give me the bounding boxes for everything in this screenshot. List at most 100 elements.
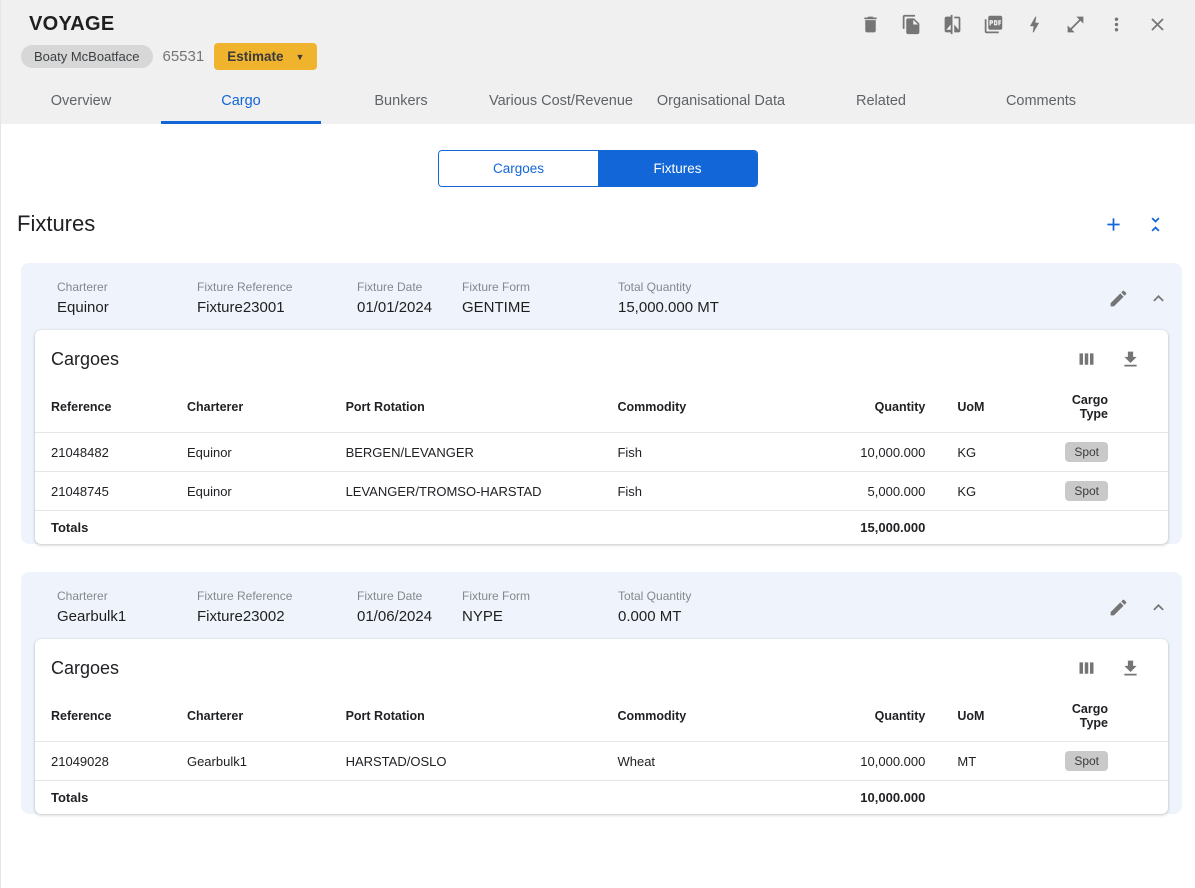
cell-charterer: Equinor — [170, 471, 330, 511]
fixture-card: Charterer Gearbulk1 Fixture Reference Fixt… — [21, 572, 1182, 814]
cargoes-table: Reference Charterer Port Rotation Commod… — [35, 690, 1168, 814]
cell-port-rotation: BERGEN/LEVANGER — [329, 432, 602, 472]
totals-quantity: 10,000.000 — [816, 780, 942, 814]
compare-icon[interactable] — [940, 12, 964, 36]
table-row[interactable]: 21048745 Equinor LEVANGER/TROMSO-HARSTAD… — [35, 471, 1168, 511]
col-cargo-type: Cargo Type — [1071, 702, 1108, 730]
cargo-type-badge: Spot — [1065, 442, 1108, 462]
col-quantity: Quantity — [874, 400, 926, 414]
charterer-value: Gearbulk1 — [57, 608, 127, 625]
vessel-badge: Boaty McBoatface — [21, 45, 153, 68]
col-reference: Reference — [51, 400, 112, 414]
fixture-form-label: Fixture Form — [462, 280, 531, 294]
edit-fixture-icon[interactable] — [1106, 286, 1130, 310]
cell-commodity: Fish — [601, 471, 817, 511]
fixture-card: Charterer Equinor Fixture Reference Fixtur… — [21, 263, 1182, 544]
cargoes-card-title: Cargoes — [51, 657, 120, 678]
totals-label: Totals — [35, 780, 171, 814]
fixture-reference-label: Fixture Reference — [197, 589, 293, 603]
page-title: VOYAGE — [29, 12, 115, 35]
total-quantity-value: 15,000.000 MT — [618, 299, 719, 316]
fixture-header: Charterer Equinor Fixture Reference Fixtur… — [21, 263, 1182, 330]
columns-icon[interactable] — [1074, 347, 1098, 371]
cell-quantity: 5,000.000 — [816, 471, 942, 511]
fixture-date-value: 01/01/2024 — [357, 299, 433, 316]
fixture-reference-value: Fixture23002 — [197, 608, 285, 625]
bolt-icon[interactable] — [1022, 12, 1046, 36]
cell-reference: 21048482 — [35, 432, 171, 472]
cargoes-fixtures-toggle: Cargoes Fixtures — [438, 150, 758, 187]
cell-uom: MT — [941, 741, 1032, 781]
totals-label: Totals — [35, 510, 171, 544]
col-port-rotation: Port Rotation — [345, 400, 425, 414]
tab-bunkers[interactable]: Bunkers — [374, 93, 428, 109]
tab-bar: Overview Cargo Bunkers Various Cost/Reve… — [1, 78, 1195, 124]
copy-icon[interactable] — [899, 12, 923, 36]
fixture-form-value: NYPE — [462, 608, 503, 625]
col-cargo-type: Cargo Type — [1071, 393, 1108, 421]
cell-reference: 21048745 — [35, 471, 171, 511]
fixture-reference-value: Fixture23001 — [197, 299, 285, 316]
more-vert-icon[interactable] — [1104, 12, 1128, 36]
fixture-form-label: Fixture Form — [462, 589, 531, 603]
charterer-label: Charterer — [57, 280, 108, 294]
tab-various-cost-revenue[interactable]: Various Cost/Revenue — [488, 93, 633, 109]
table-row[interactable]: 21049028 Gearbulk1 HARSTAD/OSLO Wheat 10… — [35, 741, 1168, 781]
cell-commodity: Wheat — [601, 741, 817, 781]
estimate-button[interactable]: Estimate ▼ — [214, 43, 318, 70]
collapse-all-icon[interactable] — [1143, 212, 1167, 236]
fixture-date-label: Fixture Date — [357, 589, 423, 603]
delete-icon[interactable] — [858, 12, 882, 36]
fixture-date-value: 01/06/2024 — [357, 608, 433, 625]
cell-quantity: 10,000.000 — [816, 432, 942, 472]
tab-overview[interactable]: Overview — [50, 93, 112, 109]
collapse-fixture-icon[interactable] — [1146, 286, 1170, 310]
columns-icon[interactable] — [1074, 656, 1098, 680]
window-toolbar — [858, 12, 1169, 36]
cell-reference: 21049028 — [35, 741, 171, 781]
cell-commodity: Fish — [601, 432, 817, 472]
tab-cargo[interactable]: Cargo — [161, 78, 321, 124]
totals-row: Totals 15,000.000 — [35, 510, 1168, 544]
charterer-value: Equinor — [57, 299, 109, 316]
table-header-row: Reference Charterer Port Rotation Commod… — [35, 690, 1168, 742]
table-row[interactable]: 21048482 Equinor BERGEN/LEVANGER Fish 10… — [35, 432, 1168, 472]
cell-charterer: Gearbulk1 — [170, 741, 330, 781]
collapse-fixture-icon[interactable] — [1146, 595, 1170, 619]
totals-row: Totals 10,000.000 — [35, 780, 1168, 814]
download-icon[interactable] — [1118, 656, 1142, 680]
total-quantity-label: Total Quantity — [618, 280, 692, 294]
col-commodity: Commodity — [617, 709, 687, 723]
tab-comments[interactable]: Comments — [1005, 93, 1077, 109]
toggle-fixtures-button[interactable]: Fixtures — [598, 151, 757, 186]
cargoes-card: Cargoes Reference Charterer Port Rotatio… — [35, 330, 1168, 544]
col-charterer: Charterer — [186, 400, 244, 414]
cargoes-table: Reference Charterer Port Rotation Commod… — [35, 381, 1168, 544]
pdf-icon[interactable] — [981, 12, 1005, 36]
cell-port-rotation: LEVANGER/TROMSO-HARSTAD — [329, 471, 602, 511]
dropdown-caret-icon: ▼ — [295, 51, 305, 62]
download-icon[interactable] — [1118, 347, 1142, 371]
col-port-rotation: Port Rotation — [345, 709, 425, 723]
cell-port-rotation: HARSTAD/OSLO — [329, 741, 602, 781]
cargo-type-badge: Spot — [1065, 751, 1108, 771]
tab-organisational-data[interactable]: Organisational Data — [656, 93, 786, 109]
fixture-header: Charterer Gearbulk1 Fixture Reference Fixt… — [21, 572, 1182, 639]
add-fixture-icon[interactable] — [1101, 212, 1125, 236]
edit-fixture-icon[interactable] — [1106, 595, 1130, 619]
fixture-date-label: Fixture Date — [357, 280, 423, 294]
cell-charterer: Equinor — [170, 432, 330, 472]
cell-uom: KG — [941, 432, 1032, 472]
cargoes-card: Cargoes Reference Charterer Port Rotatio… — [35, 639, 1168, 814]
cargoes-card-title: Cargoes — [51, 348, 120, 369]
toggle-cargoes-button[interactable]: Cargoes — [439, 151, 598, 186]
tab-related[interactable]: Related — [856, 93, 906, 109]
close-icon[interactable] — [1145, 12, 1169, 36]
total-quantity-label: Total Quantity — [618, 589, 692, 603]
col-uom: UoM — [957, 400, 985, 414]
total-quantity-value: 0.000 MT — [618, 608, 682, 625]
expand-icon[interactable] — [1063, 12, 1087, 36]
cargo-tab-content: Cargoes Fixtures Fixtures Charterer Equin… — [1, 124, 1195, 814]
window-header: VOYAGE — [1, 0, 1195, 124]
col-quantity: Quantity — [874, 709, 926, 723]
